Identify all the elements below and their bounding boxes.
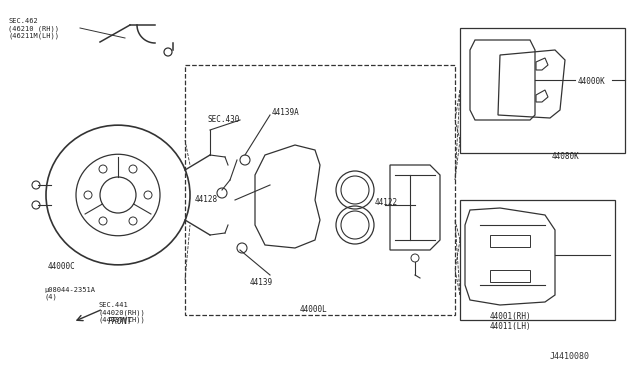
Text: SEC.441
(44020(RH))
(44030(LH)): SEC.441 (44020(RH)) (44030(LH)) xyxy=(98,302,145,323)
Bar xyxy=(460,28,625,153)
Text: 44000C: 44000C xyxy=(48,262,76,271)
Text: 44128: 44128 xyxy=(195,195,218,204)
Bar xyxy=(185,65,455,315)
Bar xyxy=(460,200,615,320)
Text: 44000L: 44000L xyxy=(300,305,328,314)
Text: FRONT: FRONT xyxy=(108,317,133,326)
Text: 44080K: 44080K xyxy=(552,152,580,161)
Text: SEC.430: SEC.430 xyxy=(208,115,241,124)
Text: 44139: 44139 xyxy=(250,278,273,287)
Text: 44001(RH)
44011(LH): 44001(RH) 44011(LH) xyxy=(490,312,532,331)
Text: SEC.462
(46210 (RH))
(46211M(LH)): SEC.462 (46210 (RH)) (46211M(LH)) xyxy=(8,18,59,39)
Bar xyxy=(490,270,530,282)
Text: J4410080: J4410080 xyxy=(550,352,590,361)
Text: 44000K: 44000K xyxy=(578,77,605,86)
Text: 44122: 44122 xyxy=(375,198,398,207)
Text: µ08044-2351A
(4): µ08044-2351A (4) xyxy=(44,287,95,301)
Bar xyxy=(490,235,530,247)
Text: 44139A: 44139A xyxy=(272,108,300,117)
